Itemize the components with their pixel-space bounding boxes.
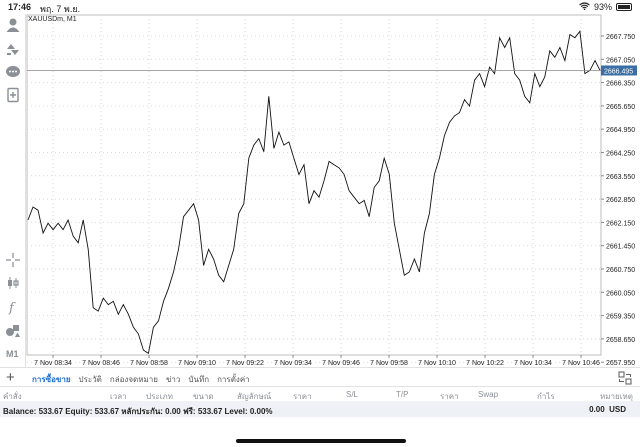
y-tick-label: 2661.450: [606, 244, 635, 251]
x-tick-label: 7 Nov 09:46: [322, 360, 360, 367]
column-header[interactable]: คำสั่ง: [3, 392, 22, 401]
candles-icon[interactable]: [4, 274, 22, 292]
balance-summary: Balance: 533.67 Equity: 533.67 หลักประกั…: [3, 407, 273, 416]
x-tick-label: 7 Nov 09:34: [274, 360, 312, 367]
price-series-line: [27, 30, 601, 355]
battery-icon: [616, 3, 632, 11]
y-tick-label: 2667.050: [606, 57, 635, 64]
svg-text:f: f: [8, 301, 16, 315]
column-header[interactable]: หมายเหตุ: [600, 392, 633, 401]
tab-5[interactable]: การตั้งค่า: [217, 375, 250, 384]
x-tick-label: 7 Nov 08:58: [130, 360, 168, 367]
status-date: พฤ. 7 พ.ย.: [40, 4, 81, 14]
column-header[interactable]: T/P: [396, 390, 409, 399]
status-bar: 17:46 พฤ. 7 พ.ย. 93%: [0, 0, 640, 14]
x-tick-label: 7 Nov 09:58: [370, 360, 408, 367]
y-tick-label: 2662.850: [606, 197, 635, 204]
x-tick-label: 7 Nov 10:22: [466, 360, 504, 367]
y-tick-label: 2658.650: [606, 337, 635, 344]
column-header[interactable]: กำไร: [537, 392, 555, 401]
status-indicators: 93%: [579, 2, 632, 12]
tab-3[interactable]: ข่าว: [165, 375, 181, 384]
x-tick-label: 7 Nov 10:46: [562, 360, 600, 367]
tab-2[interactable]: กล่องจดหมาย: [109, 375, 158, 384]
column-header[interactable]: S/L: [346, 390, 359, 399]
x-tick-label: 7 Nov 09:10: [178, 360, 216, 367]
y-tick-label: 2667.750: [606, 34, 635, 41]
terminal-tabs: การซื้อขาย ประวัติ กล่องจดหมาย ข่าว บันทึก กา…: [32, 373, 250, 386]
account-summary-row: Balance: 533.67 Equity: 533.67 หลักประกั…: [0, 401, 640, 417]
column-header[interactable]: เวลา: [110, 392, 127, 401]
account-icon[interactable]: [4, 16, 22, 34]
y-tick-label: 2662.150: [606, 220, 635, 227]
total-profit: 0.00 USD: [589, 405, 626, 414]
y-tick-label: 2660.050: [606, 290, 635, 297]
news-icon[interactable]: [4, 86, 22, 104]
tab-4[interactable]: บันทึก: [188, 375, 210, 384]
timeframe-label[interactable]: M1: [6, 349, 19, 359]
add-icon[interactable]: +: [6, 369, 15, 386]
battery-percent: 93%: [593, 2, 612, 12]
current-price-label: 2666.495: [604, 68, 633, 75]
objects-icon[interactable]: [4, 321, 22, 339]
chat-icon[interactable]: [4, 63, 22, 81]
indicators-icon[interactable]: f: [4, 298, 22, 316]
y-tick-label: 2664.250: [606, 151, 635, 158]
column-header[interactable]: สัญลักษณ์: [237, 392, 272, 401]
y-tick-label: 2663.550: [606, 174, 635, 181]
trade-icon[interactable]: [4, 40, 22, 58]
column-header[interactable]: ราคา: [293, 392, 312, 401]
tab-0[interactable]: การซื้อขาย: [32, 375, 71, 384]
chart-symbol-label: XAUUSDm, M1: [28, 16, 77, 23]
current-price-tag: [601, 65, 637, 76]
price-chart[interactable]: 2667.750 2667.050 2666.350 2665.650 2664.950…: [26, 14, 640, 367]
home-indicator[interactable]: [236, 439, 406, 443]
tab-1[interactable]: ประวัติ: [78, 375, 102, 384]
y-tick-label: 2659.350: [606, 314, 635, 321]
x-tick-label: 7 Nov 09:22: [226, 360, 264, 367]
status-time: 17:46: [8, 2, 32, 12]
chart-canvas[interactable]: 2667.750 2667.050 2666.350 2665.650 2664.950…: [26, 14, 640, 367]
column-header[interactable]: Swap: [478, 390, 499, 399]
terminal-tabbar: + การซื้อขาย ประวัติ กล่องจดหมาย ข่าว บันทึก…: [0, 367, 640, 387]
left-toolbar: f M1: [0, 14, 26, 367]
crosshair-icon[interactable]: [4, 251, 22, 269]
y-tick-label: 2660.750: [606, 267, 635, 274]
trade-table-header: คำสั่ง เวลา ประเภท ขนาด สัญลักษณ์ ราคา S/L T/P ร…: [0, 387, 640, 401]
column-header[interactable]: ขนาด: [193, 392, 214, 401]
column-header[interactable]: ราคา: [440, 392, 459, 401]
y-tick-label: 2665.650: [606, 104, 635, 111]
x-tick-label: 7 Nov 08:46: [82, 360, 120, 367]
y-tick-label: 2666.350: [606, 81, 635, 88]
y-tick-label: 2657.950: [606, 360, 635, 367]
layout-icon[interactable]: [618, 371, 632, 385]
profit-value: 0.00: [589, 405, 605, 414]
column-header[interactable]: ประเภท: [146, 392, 173, 401]
chart-frame: [26, 14, 602, 356]
y-tick-label: 2664.950: [606, 127, 635, 134]
x-tick-label: 7 Nov 10:34: [514, 360, 552, 367]
profit-currency: USD: [609, 405, 626, 414]
wifi-icon: [579, 2, 590, 12]
x-tick-label: 7 Nov 10:10: [418, 360, 456, 367]
x-tick-label: 7 Nov 08:34: [34, 360, 72, 367]
